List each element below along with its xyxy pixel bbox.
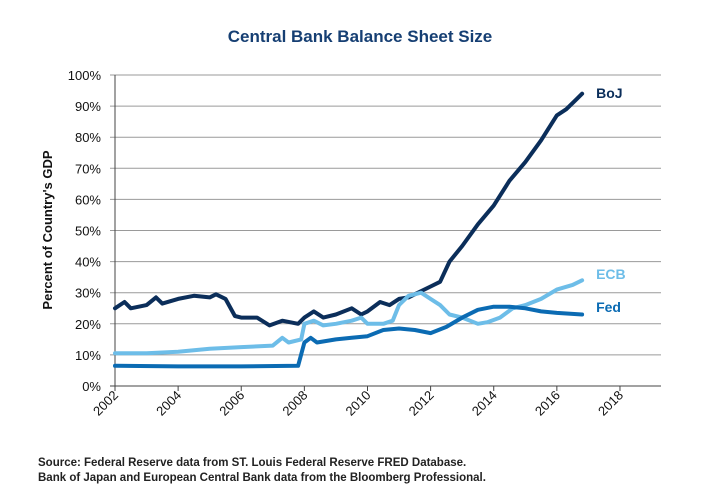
x-tick-label: 2006: [216, 388, 247, 419]
y-tick-label: 60%: [75, 192, 101, 207]
y-tick-label: 10%: [75, 348, 101, 363]
series-line-boj: [113, 91, 585, 328]
chart-title: Central Bank Balance Sheet Size: [228, 27, 493, 46]
x-tick-label: 2008: [279, 388, 310, 419]
source-note: Source: Federal Reserve data from ST. Lo…: [38, 456, 486, 486]
source-line-1: Source: Federal Reserve data from ST. Lo…: [38, 457, 467, 469]
y-tick-label: 80%: [75, 130, 101, 145]
series-line-fed: [113, 304, 585, 369]
series-label-boj: BoJ: [596, 85, 622, 101]
y-tick-label: 50%: [75, 224, 101, 239]
y-axis-label: Percent of Country's GDP: [40, 150, 55, 309]
series-line-ecb: [113, 278, 585, 356]
x-tick-label: 2014: [469, 388, 500, 419]
x-tick-label: 2018: [595, 388, 626, 419]
series-label-fed: Fed: [596, 299, 621, 315]
y-tick-label: 30%: [75, 286, 101, 301]
y-tick-label: 0%: [82, 379, 101, 394]
source-line-2: Bank of Japan and European Central Bank …: [38, 472, 486, 484]
series-label-ecb: ECB: [596, 266, 626, 282]
y-tick-label: 40%: [75, 255, 101, 270]
y-tick-label: 100%: [68, 68, 102, 83]
y-tick-label: 90%: [75, 99, 101, 114]
x-tick-label: 2016: [532, 388, 563, 419]
x-tick-label: 2010: [343, 388, 374, 419]
x-tick-label: 2004: [153, 388, 184, 419]
y-tick-label: 20%: [75, 317, 101, 332]
line-chart: Central Bank Balance Sheet Size Percent …: [40, 27, 661, 419]
y-tick-label: 70%: [75, 161, 101, 176]
x-tick-label: 2012: [406, 388, 437, 419]
